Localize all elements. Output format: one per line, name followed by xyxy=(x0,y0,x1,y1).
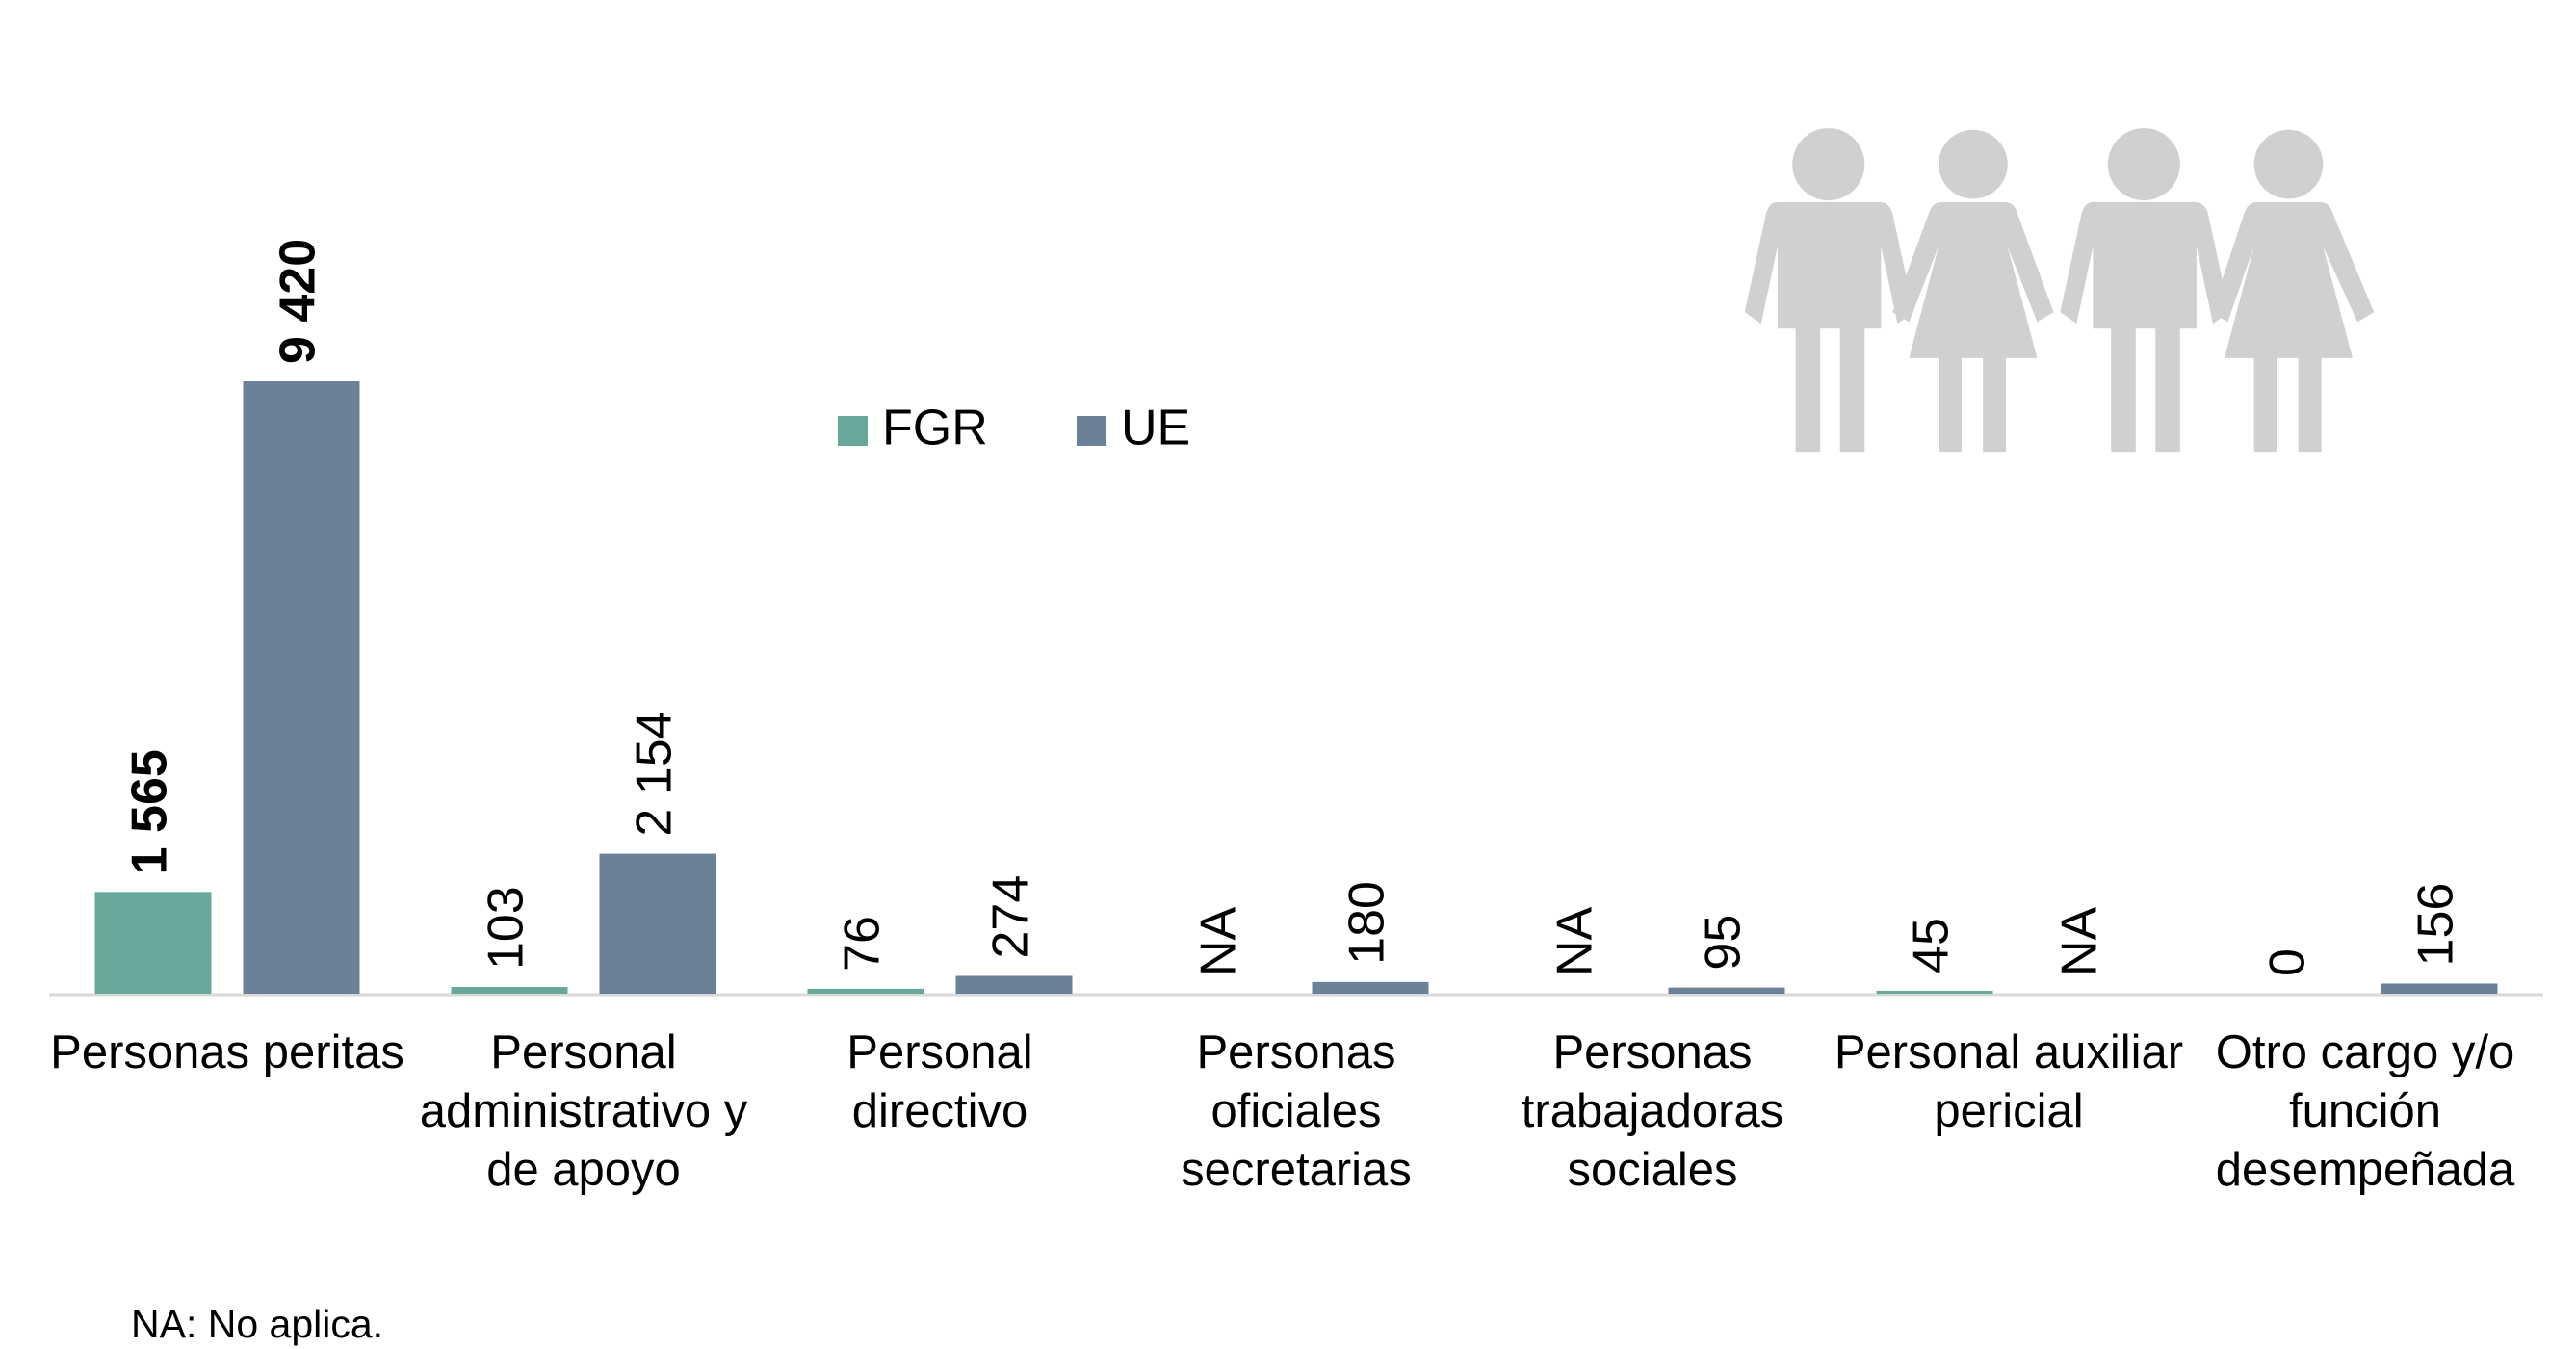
value-label: 9 420 xyxy=(271,239,326,364)
value-label: NA xyxy=(2052,906,2108,976)
x-tick-label: Personal administrativo y de apoyo xyxy=(419,1026,748,1196)
bar xyxy=(1312,981,1429,994)
bar xyxy=(1668,987,1785,994)
value-label: 1 565 xyxy=(122,749,178,874)
value-label: 0 xyxy=(2260,948,2316,976)
legend-label: UE xyxy=(1121,401,1190,456)
value-label: 156 xyxy=(2408,883,2464,967)
legend-label: FGR xyxy=(882,401,988,456)
legend-swatch xyxy=(838,416,868,446)
bar xyxy=(1876,990,1993,994)
x-tick-label: Personas trabajadoras sociales xyxy=(1521,1026,1784,1196)
value-label: 45 xyxy=(1904,918,1960,973)
bar xyxy=(451,987,568,994)
value-label: 2 154 xyxy=(627,711,683,836)
bar xyxy=(94,892,212,994)
bar xyxy=(807,988,924,994)
bar xyxy=(599,853,716,994)
people-icon xyxy=(1744,128,2375,453)
x-tick-label: Personas oficiales secretarias xyxy=(1181,1026,1412,1196)
value-label: 103 xyxy=(479,886,534,970)
bar xyxy=(955,975,1073,994)
value-label: NA xyxy=(1548,906,1603,976)
value-label: 95 xyxy=(1696,915,1752,971)
value-label: 274 xyxy=(983,875,1039,959)
value-label: 76 xyxy=(835,916,891,972)
legend-swatch xyxy=(1077,416,1106,446)
x-tick-label: Personas peritas xyxy=(50,1026,404,1078)
bar xyxy=(2381,983,2498,994)
x-tick-label: Personal auxiliar pericial xyxy=(1834,1026,2184,1137)
footnote: NA: No aplica. xyxy=(131,1302,384,1346)
value-label: 180 xyxy=(1340,881,1395,965)
x-tick-label: Otro cargo y/o función desempeñada xyxy=(2215,1026,2515,1196)
x-tick-label: Personal directivo xyxy=(846,1026,1033,1137)
value-label: NA xyxy=(1191,906,1247,976)
bar xyxy=(243,381,360,994)
